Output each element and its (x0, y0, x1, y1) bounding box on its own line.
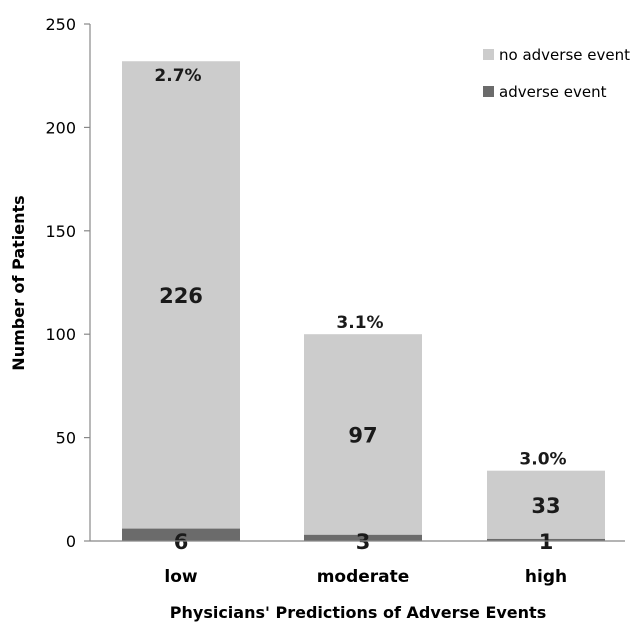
y-axis-ticks: 0 50 100 150 200 250 (45, 15, 90, 551)
x-tick-label-moderate: moderate (317, 567, 410, 587)
legend-swatch-adverse (483, 86, 494, 97)
x-tick-label-high: high (525, 567, 567, 587)
x-axis-categories: low moderate high (164, 567, 567, 587)
y-tick-label: 100 (45, 325, 76, 344)
percent-label: 2.7% (154, 66, 201, 86)
legend-swatch-no-adverse (483, 49, 494, 60)
x-axis-title: Physicians' Predictions of Adverse Event… (170, 603, 546, 622)
y-tick-label: 200 (45, 118, 76, 137)
y-tick-label: 50 (56, 429, 76, 448)
value-label-no-adverse: 33 (531, 494, 560, 518)
bar-no-adverse-high (487, 470, 605, 539)
legend: no adverse event adverse event (483, 46, 630, 101)
legend-label-no-adverse: no adverse event (499, 46, 630, 64)
legend-label-adverse: adverse event (499, 83, 607, 101)
value-label-no-adverse: 97 (348, 423, 377, 447)
value-label-adverse: 6 (174, 530, 189, 554)
y-tick-label: 0 (66, 532, 76, 551)
bar-no-adverse-low (122, 61, 240, 529)
bar-adverse-low (122, 528, 240, 541)
value-label-adverse: 1 (539, 530, 554, 554)
bar-no-adverse-moderate (304, 334, 422, 535)
percent-label: 3.1% (336, 313, 383, 333)
y-tick-label: 150 (45, 222, 76, 241)
bar-adverse-moderate (304, 534, 422, 541)
bar-adverse-high (487, 538, 605, 541)
percent-label: 3.0% (519, 450, 566, 470)
value-label-no-adverse: 226 (159, 284, 203, 308)
y-tick-label: 250 (45, 15, 76, 34)
x-tick-label-low: low (164, 567, 198, 587)
value-label-adverse: 3 (356, 530, 371, 554)
y-axis-title: Number of Patients (9, 195, 28, 370)
bars: 226 6 2.7% 97 3 3.1% 33 1 3.0% (122, 61, 605, 554)
